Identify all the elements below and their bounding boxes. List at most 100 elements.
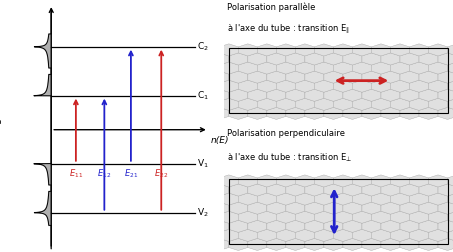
Polygon shape [295,211,314,223]
Polygon shape [390,175,410,187]
Polygon shape [267,238,286,250]
Polygon shape [314,62,333,74]
Polygon shape [429,98,448,110]
Polygon shape [400,220,419,232]
Polygon shape [419,238,438,250]
Polygon shape [362,53,381,65]
Polygon shape [419,184,438,196]
Polygon shape [210,202,229,214]
Text: à l'axe du tube : transition E$_{⊥}$: à l'axe du tube : transition E$_{⊥}$ [226,151,352,164]
Polygon shape [381,53,400,65]
Polygon shape [314,229,333,241]
Text: $E_{22}$: $E_{22}$ [154,168,169,180]
Polygon shape [362,202,381,214]
Polygon shape [219,193,238,205]
Text: $E_{11}$: $E_{11}$ [69,168,83,180]
Polygon shape [219,229,238,241]
Polygon shape [276,98,295,110]
Polygon shape [257,193,276,205]
Polygon shape [371,98,390,110]
Polygon shape [448,80,453,92]
Bar [229,48,448,113]
Polygon shape [324,220,343,232]
Polygon shape [267,202,286,214]
Text: C$_2$: C$_2$ [198,41,209,53]
Polygon shape [305,107,324,119]
Polygon shape [448,98,453,110]
Polygon shape [343,220,362,232]
Polygon shape [238,62,257,74]
Polygon shape [362,220,381,232]
Text: V$_2$: V$_2$ [198,206,209,219]
Polygon shape [286,89,305,101]
Polygon shape [333,98,352,110]
Polygon shape [238,211,257,223]
Polygon shape [324,202,343,214]
Polygon shape [314,98,333,110]
Text: Polarisation perpendiculaire: Polarisation perpendiculaire [226,129,345,138]
Polygon shape [238,44,257,56]
Polygon shape [210,107,229,119]
Polygon shape [371,175,390,187]
Polygon shape [229,238,248,250]
Polygon shape [343,71,362,83]
Polygon shape [429,193,448,205]
Polygon shape [238,175,257,187]
Polygon shape [352,98,371,110]
Polygon shape [229,220,248,232]
Polygon shape [333,62,352,74]
Polygon shape [210,53,229,65]
Polygon shape [333,193,352,205]
Polygon shape [371,211,390,223]
Polygon shape [286,107,305,119]
Polygon shape [371,193,390,205]
Polygon shape [438,71,453,83]
Polygon shape [343,202,362,214]
Polygon shape [381,238,400,250]
Polygon shape [305,184,324,196]
Polygon shape [410,44,429,56]
Polygon shape [305,202,324,214]
Polygon shape [34,11,51,249]
Polygon shape [448,175,453,187]
Polygon shape [324,107,343,119]
Polygon shape [276,193,295,205]
Polygon shape [238,80,257,92]
Polygon shape [276,229,295,241]
Polygon shape [305,238,324,250]
Polygon shape [343,53,362,65]
Polygon shape [352,211,371,223]
Polygon shape [286,238,305,250]
Polygon shape [257,229,276,241]
Polygon shape [238,193,257,205]
Polygon shape [381,89,400,101]
Polygon shape [333,44,352,56]
Polygon shape [210,220,229,232]
Polygon shape [286,202,305,214]
Polygon shape [390,229,410,241]
Polygon shape [314,211,333,223]
Polygon shape [238,98,257,110]
Polygon shape [438,220,453,232]
Polygon shape [371,44,390,56]
Polygon shape [286,184,305,196]
Polygon shape [257,80,276,92]
Polygon shape [333,211,352,223]
Polygon shape [419,89,438,101]
Polygon shape [295,80,314,92]
Polygon shape [229,202,248,214]
Bar [229,179,448,244]
Polygon shape [410,62,429,74]
Polygon shape [257,175,276,187]
Polygon shape [419,107,438,119]
Polygon shape [286,53,305,65]
Polygon shape [400,71,419,83]
Polygon shape [448,62,453,74]
Text: $E_{12}$: $E_{12}$ [97,168,111,180]
Polygon shape [286,220,305,232]
Polygon shape [276,211,295,223]
Polygon shape [267,89,286,101]
Polygon shape [400,107,419,119]
Polygon shape [390,62,410,74]
Polygon shape [410,98,429,110]
